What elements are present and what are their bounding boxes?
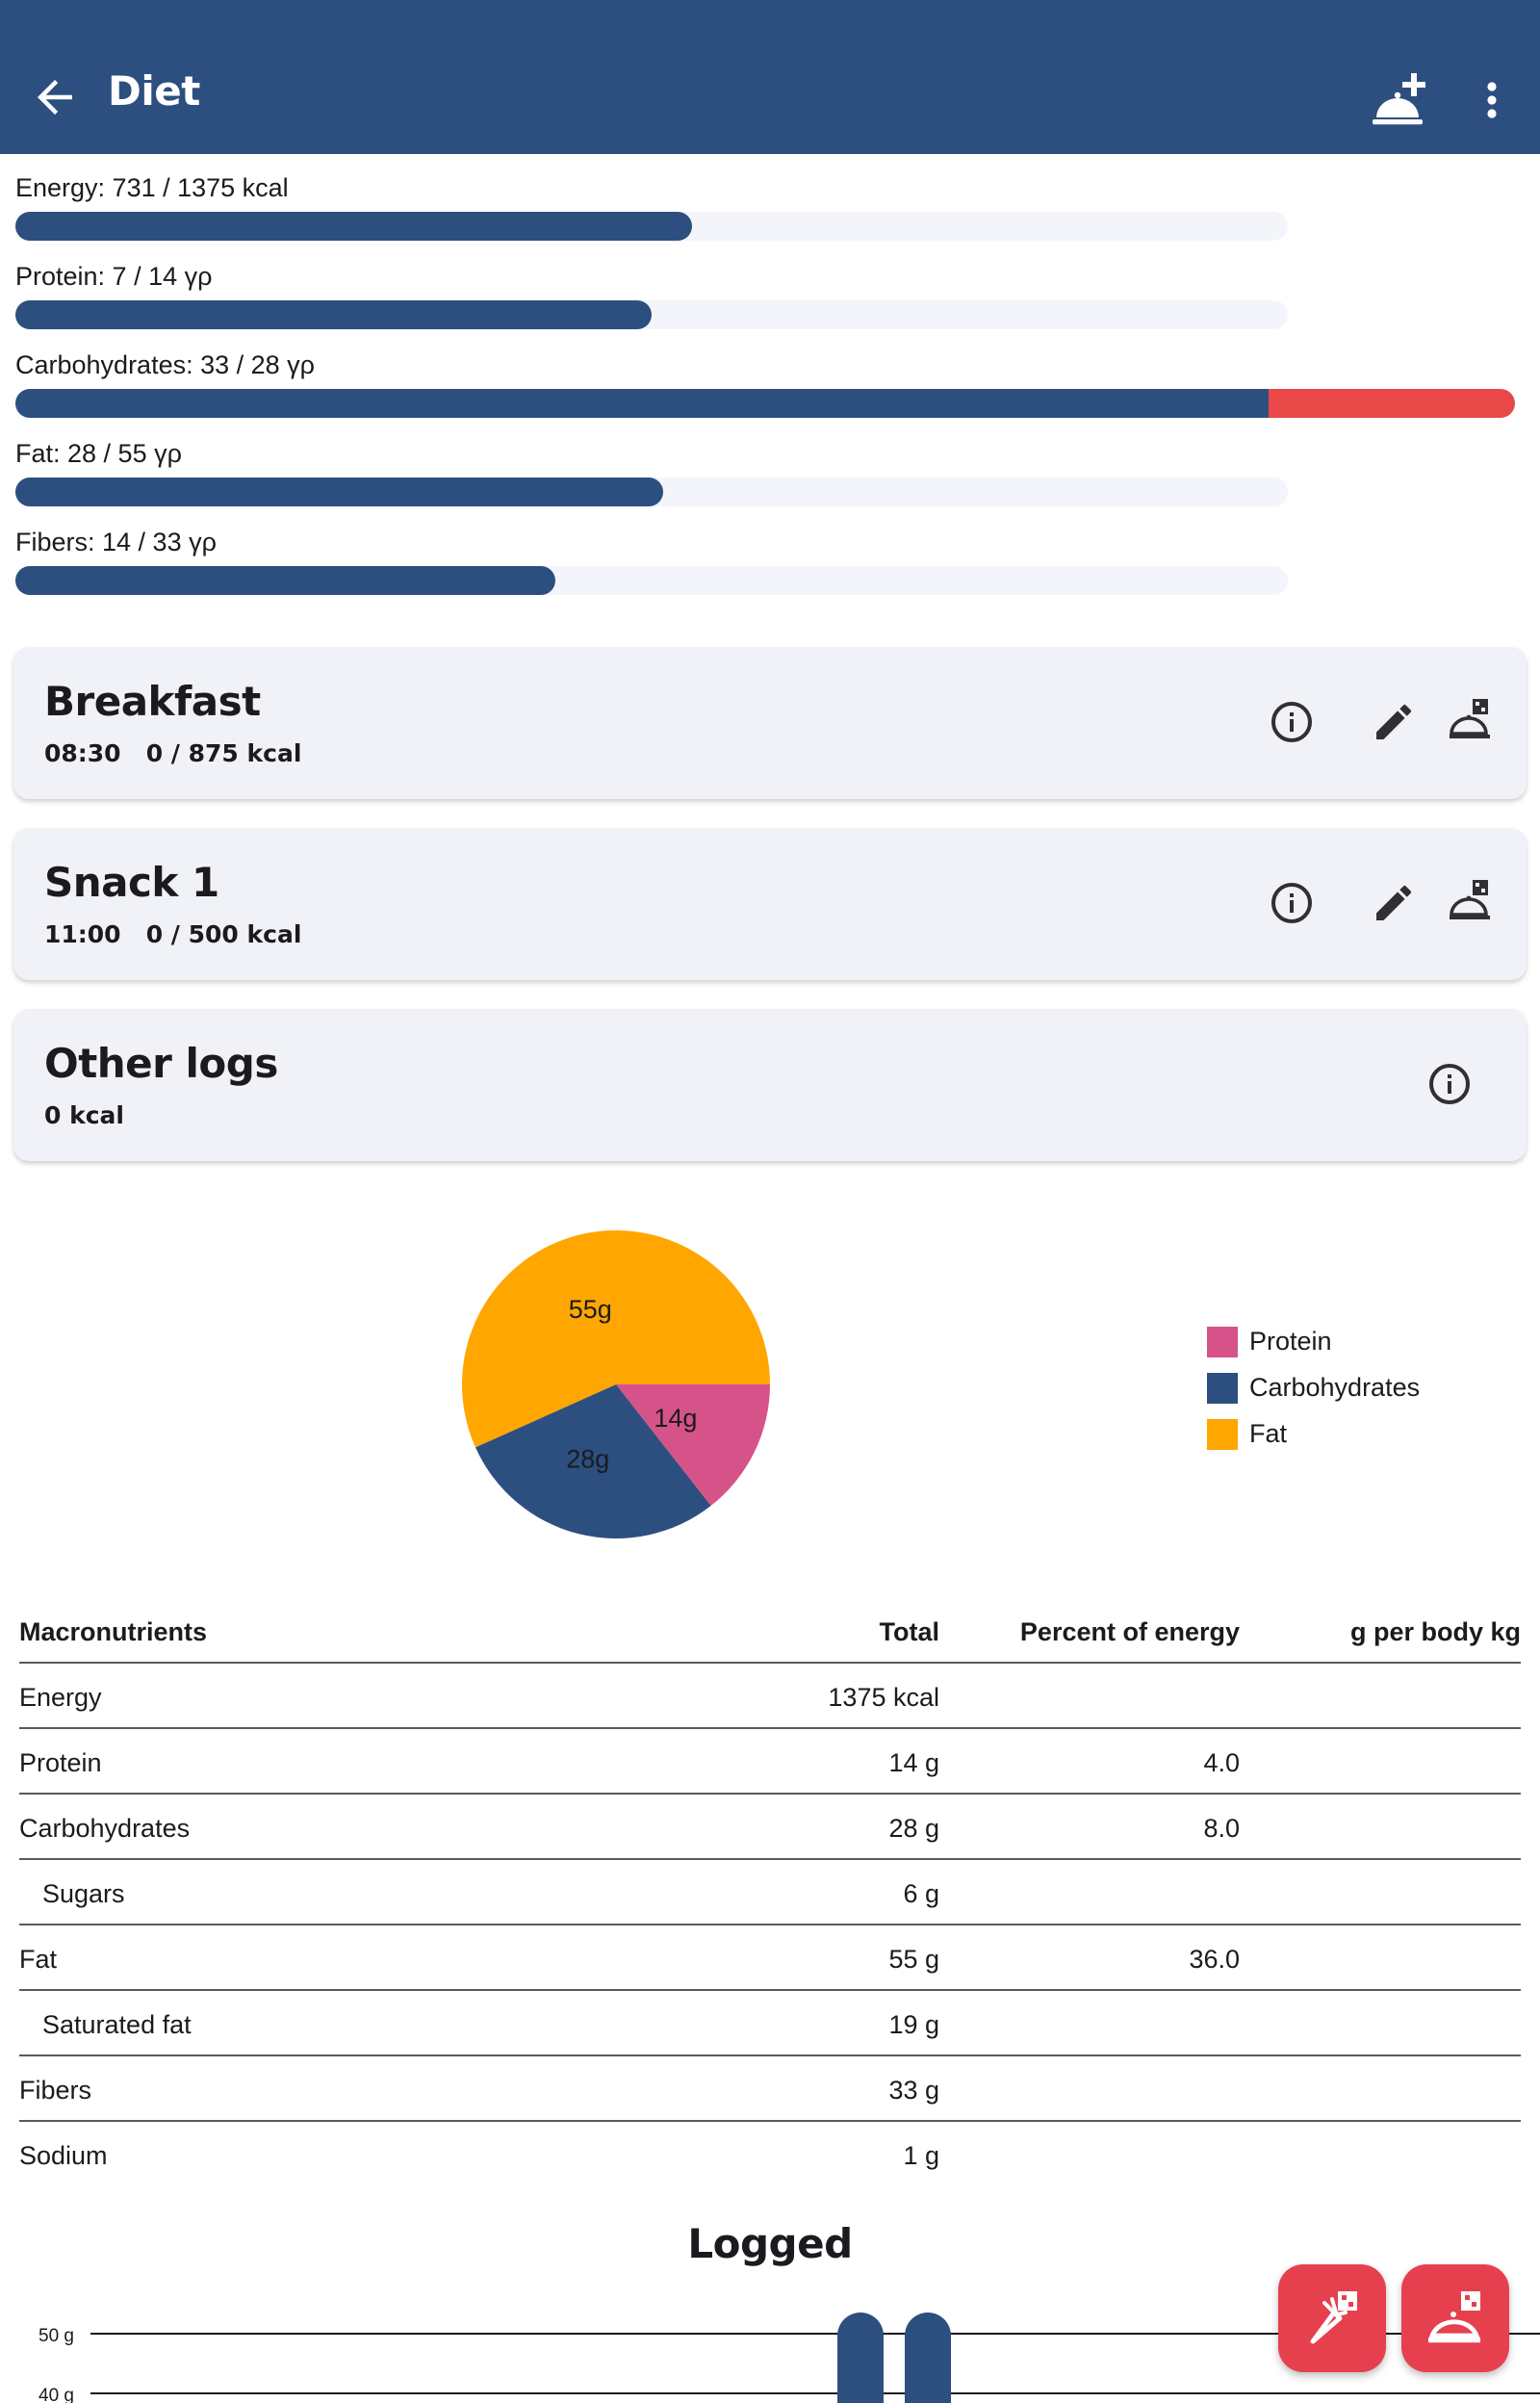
row-name: Fat (19, 1945, 58, 1974)
legend-label: Protein (1249, 1327, 1332, 1356)
row-name: Carbohydrates (19, 1814, 191, 1843)
header-total: Total (879, 1617, 940, 1646)
log-meal-button[interactable] (1401, 2264, 1509, 2372)
info-icon[interactable] (1269, 880, 1315, 926)
progress-fill (15, 212, 692, 241)
row-total: 1375 kcal (828, 1683, 939, 1712)
meal-card-breakfast[interactable]: Breakfast 08:30 0 / 875 kcal (13, 647, 1527, 799)
progress-fill (15, 300, 652, 329)
row-name: Fibers (19, 2076, 92, 2105)
more-vert-icon[interactable] (1475, 77, 1509, 123)
row-total: 55 g (888, 1945, 939, 1974)
table-row: Energy 1375 kcal (19, 1664, 1521, 1729)
add-meal-icon[interactable] (1371, 71, 1432, 129)
log-meal-icon[interactable] (1448, 697, 1494, 743)
row-total: 1 g (903, 2141, 939, 2170)
row-total: 28 g (888, 1814, 939, 1843)
edit-icon[interactable] (1371, 880, 1417, 926)
legend-label: Carbohydrates (1249, 1373, 1421, 1402)
arrow-back-icon[interactable] (29, 71, 81, 123)
table-header: Macronutrients Total Percent of energy g… (19, 1598, 1521, 1664)
page-title: Diet (108, 67, 200, 115)
meal-name: Other logs (44, 1040, 278, 1087)
header-g-per-kg: g per body kg (1349, 1617, 1521, 1646)
progress-track (15, 212, 1288, 241)
legend-swatch (1207, 1373, 1238, 1404)
meal-energy: 0 kcal (44, 1101, 124, 1129)
header-percent-energy: Percent of energy (1019, 1617, 1240, 1646)
meal-card-other-logs[interactable]: Other logs 0 kcal (13, 1009, 1527, 1161)
table-row: Fibers 33 g (19, 2056, 1521, 2122)
meal-time-energy: 08:30 0 / 875 kcal (44, 739, 302, 767)
meal-card-snack-1[interactable]: Snack 1 11:00 0 / 500 kcal (13, 828, 1527, 980)
pie-slice-protein (616, 1384, 770, 1507)
progress-track (15, 389, 1516, 418)
header-macronutrients: Macronutrients (19, 1617, 208, 1646)
row-name: Sodium (19, 2141, 108, 2170)
row-total: 14 g (888, 1748, 939, 1777)
row-percent: 36.0 (1189, 1945, 1240, 1974)
pie-slice-label: 14g (654, 1404, 697, 1433)
log-ingredient-button[interactable] (1278, 2264, 1386, 2372)
edit-icon[interactable] (1371, 699, 1417, 745)
logged-bar (905, 2313, 951, 2403)
progress-label: Fat: 28 / 55 γρ (15, 439, 182, 468)
log-ingredient-icon (1310, 2291, 1357, 2344)
legend-swatch (1207, 1327, 1238, 1357)
table-row: Sodium 1 g (19, 2122, 1521, 2187)
row-total: 19 g (888, 2010, 939, 2039)
progress-track (15, 566, 1288, 595)
progress-fill (15, 389, 1288, 418)
row-name: Saturated fat (42, 2010, 192, 2039)
progress-over-goal (1269, 389, 1516, 418)
row-total: 33 g (888, 2076, 939, 2105)
info-icon[interactable] (1269, 699, 1315, 745)
log-meal-icon (1428, 2291, 1480, 2343)
table-row: Fat 55 g 36.0 (19, 1925, 1521, 1991)
y-tick-label: 50 g (38, 2326, 74, 2346)
progress-label: Carbohydrates: 33 / 28 γρ (15, 350, 316, 379)
table-row: Carbohydrates 28 g 8.0 (19, 1795, 1521, 1860)
legend-label: Fat (1249, 1419, 1288, 1448)
progress-track (15, 300, 1288, 329)
meal-name: Snack 1 (44, 859, 219, 906)
table-row: Sugars 6 g (19, 1860, 1521, 1925)
table-row: Protein 14 g 4.0 (19, 1729, 1521, 1795)
meal-name: Breakfast (44, 678, 261, 725)
y-tick-label: 40 g (38, 2386, 74, 2403)
row-name: Energy (19, 1683, 102, 1712)
app-bar: Diet (0, 0, 1540, 154)
row-name: Sugars (42, 1879, 125, 1908)
progress-label: Protein: 7 / 14 γρ (15, 262, 213, 291)
meal-time-energy: 11:00 0 / 500 kcal (44, 920, 302, 948)
legend-swatch (1207, 1419, 1238, 1450)
pie-slice-label: 28g (566, 1445, 609, 1474)
pie-slice-carbohydrates (475, 1384, 711, 1538)
macronutrients-table: Macronutrients Total Percent of energy g… (19, 1598, 1521, 2187)
pie-slice-fat (462, 1230, 770, 1448)
row-percent: 8.0 (1203, 1814, 1240, 1843)
table-row: Saturated fat 19 g (19, 1991, 1521, 2056)
pie-slice-label: 55g (569, 1295, 612, 1324)
log-meal-icon[interactable] (1448, 878, 1494, 924)
logged-chart-title: Logged (687, 2220, 853, 2267)
progress-fill (15, 478, 664, 506)
macronutrient-pie-chart: 14g 28g 55g (462, 1230, 770, 1538)
progress-track (15, 478, 1288, 506)
progress-label: Energy: 731 / 1375 kcal (15, 173, 289, 202)
info-icon[interactable] (1426, 1061, 1473, 1107)
row-percent: 4.0 (1203, 1748, 1240, 1777)
row-total: 6 g (903, 1879, 939, 1908)
progress-fill (15, 566, 555, 595)
logged-bar (837, 2313, 884, 2403)
progress-label: Fibers: 14 / 33 γρ (15, 528, 217, 556)
row-name: Protein (19, 1748, 102, 1777)
